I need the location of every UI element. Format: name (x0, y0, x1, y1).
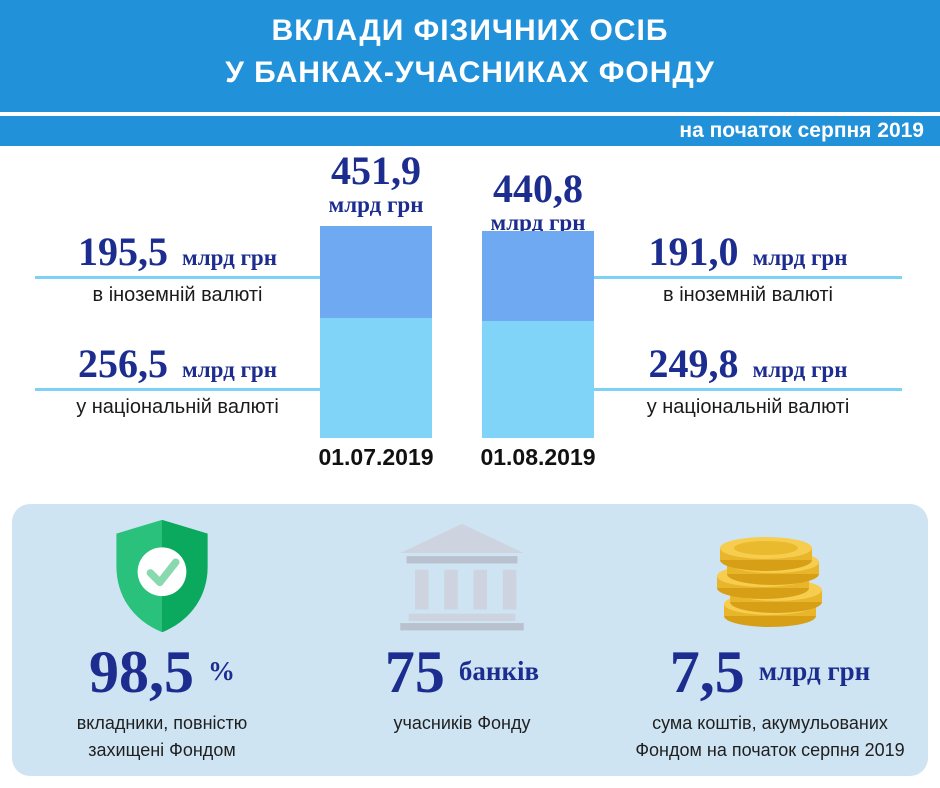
bar-july (320, 226, 432, 438)
coins-svg (717, 537, 822, 627)
annotation-national-august-value: 249,8 (648, 341, 739, 386)
annotation-foreign-july-caption: в іноземній валюті (92, 284, 263, 306)
coins-icon (700, 510, 840, 642)
annotation-foreign-august: 191,0 млрд грн в іноземній валюті (594, 230, 902, 307)
stat-accumulated-funds: 7,5 млрд грн сума коштів, акумульованих … (612, 504, 928, 776)
connector-line-national-august (594, 388, 902, 391)
annotation-foreign-august-unit: млрд грн (752, 245, 848, 270)
deposits-bar-chart: 451,9 млрд грн 440,8 млрд грн 195,5 млрд… (0, 146, 940, 506)
shield-check-icon (109, 510, 215, 642)
stat-funds-caption: сума коштів, акумульованих Фондом на поч… (635, 713, 905, 760)
stat-protected-value: 98,5 (89, 639, 194, 705)
annotation-national-august-number: 249,8 млрд грн (594, 342, 902, 386)
summary-panel: 98,5 % вкладники, повністю захищені Фонд… (12, 504, 928, 776)
annotation-national-july-caption: у національній валюті (76, 396, 279, 418)
stat-banks-unit: банків (458, 656, 540, 686)
annotation-national-july-number: 256,5 млрд грн (35, 342, 320, 386)
stat-banks-caption: учасників Фонду (393, 713, 531, 733)
annotation-foreign-august-value: 191,0 (648, 229, 739, 274)
annotation-national-july-unit: млрд грн (182, 357, 277, 382)
page-title-line-2: У БАНКАХ-УЧАСНИКАХ ФОНДУ (225, 56, 715, 89)
stat-banks-value: 75 (384, 639, 445, 705)
shield-check-svg (116, 519, 208, 633)
header-date-badge: на початок серпня 2019 (0, 116, 940, 146)
stat-protected-number: 98,5 % (89, 642, 235, 702)
stat-protected-depositors: 98,5 % вкладники, повністю захищені Фонд… (12, 504, 312, 776)
x-axis-label-july: 01.07.2019 (318, 444, 434, 470)
header: ВКЛАДИ ФІЗИЧНИХ ОСІБ У БАНКАХ-УЧАСНИКАХ … (0, 0, 940, 112)
bar-august-national-segment (482, 320, 594, 438)
stat-funds-number: 7,5 млрд грн (670, 642, 870, 702)
bank-icon (394, 510, 530, 642)
page-title-line-1: ВКЛАДИ ФІЗИЧНИХ ОСІБ (271, 14, 669, 47)
bar-july-national-segment (320, 317, 432, 438)
stat-banks-number: 75 банків (385, 642, 539, 702)
stat-protected-unit: % (208, 656, 235, 686)
annotation-foreign-july-value: 195,5 (78, 229, 169, 274)
annotation-foreign-august-number: 191,0 млрд грн (594, 230, 902, 274)
annotation-national-august-caption: у національній валюті (646, 396, 850, 418)
annotation-foreign-july-number: 195,5 млрд грн (35, 230, 320, 274)
stat-protected-caption: вкладники, повністю захищені Фондом (76, 713, 248, 760)
connector-line-national-july (35, 388, 320, 391)
annotation-foreign-july-unit: млрд грн (182, 245, 277, 270)
annotation-national-august: 249,8 млрд грн у національній валюті (594, 342, 902, 419)
connector-line-foreign-august (594, 276, 902, 279)
stat-member-banks: 75 банків учасників Фонду (312, 504, 612, 776)
bar-august-foreign-segment (482, 231, 594, 321)
connector-line-foreign-july (35, 276, 320, 279)
annotation-foreign-august-caption: в іноземній валюті (663, 284, 833, 306)
total-label-july: 451,9 млрд грн (291, 150, 461, 218)
bank-svg (400, 523, 524, 631)
bar-july-foreign-segment (320, 226, 432, 318)
total-label-august: 440,8 млрд грн (453, 168, 623, 236)
total-unit-july: млрд грн (328, 192, 424, 217)
stat-funds-value: 7,5 (669, 639, 745, 705)
total-value-july: 451,9 (331, 148, 421, 193)
stat-funds-unit: млрд грн (758, 656, 871, 686)
annotation-national-july: 256,5 млрд грн у національній валюті (35, 342, 320, 419)
total-unit-august: млрд грн (490, 210, 586, 235)
total-value-august: 440,8 (493, 166, 583, 211)
annotation-foreign-july: 195,5 млрд грн в іноземній валюті (35, 230, 320, 307)
bar-august (482, 231, 594, 438)
x-axis-label-august: 01.08.2019 (480, 444, 596, 470)
annotation-national-july-value: 256,5 (78, 341, 169, 386)
annotation-national-august-unit: млрд грн (752, 357, 848, 382)
